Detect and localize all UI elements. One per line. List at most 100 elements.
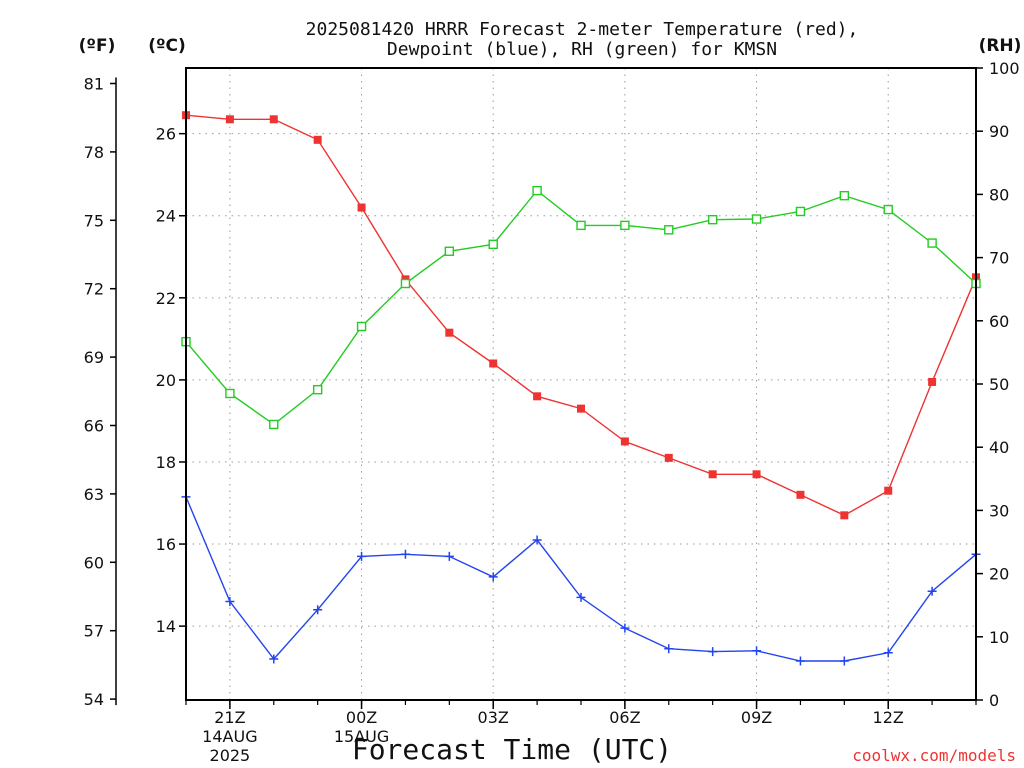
dewpoint-point [708,647,718,657]
rh-point [751,214,762,224]
temperature-point [928,377,937,386]
celsius-tick-label: 20 [156,371,176,390]
temperature-point [313,135,322,144]
fahrenheit-tick-label: 54 [84,690,104,709]
rh-tick-label: 10 [989,628,1009,647]
chart-title-line2: Dewpoint (blue), RH (green) for KMSN [387,39,777,60]
fahrenheit-tick-label: 66 [84,416,104,435]
dewpoint-point [532,535,542,545]
rh-point [400,278,411,289]
temperature-point [357,203,366,212]
temperature-point [796,490,805,499]
rh-point [225,388,235,399]
rh-tick-label: 90 [989,122,1009,141]
temperature-point [445,328,454,337]
fahrenheit-tick-label: 57 [84,622,104,641]
temperature-line [185,114,977,517]
dewpoint-point [488,572,498,582]
temperature-point [884,486,893,495]
rh-tick-label: 20 [989,565,1009,584]
rh-point [795,206,806,217]
dewpoint-point [269,654,279,664]
dewpoint-point [400,549,410,559]
x-tick-label: 00Z [346,708,377,727]
rh-tick-label: 30 [989,501,1009,520]
rh-tick-label: 40 [989,438,1009,457]
x-tick-label: 06Z [609,708,640,727]
fahrenheit-tick-label: 81 [84,75,104,94]
temperature-point [225,115,234,124]
temperature-point [533,392,542,401]
celsius-tick-label: 22 [156,289,176,308]
axes: 54 57 60 63 66 69 72 75 78 81 14 16 18 20 22 24 26 0 10 20 3… [84,59,1020,765]
rh-tick-label: 100 [989,59,1020,78]
rh-point [620,220,630,231]
x-axis-label: Forecast Time (UTC) [352,733,672,766]
watermark: coolwx.com/models [852,746,1016,765]
temperature-point [664,453,673,462]
rh-point [883,204,893,215]
dewpoint-point [795,656,805,666]
rh-point [707,214,718,225]
rh-unit-label: (RH) [979,36,1022,56]
rh-point [269,419,279,430]
celsius-tick-label: 14 [156,617,176,636]
x-tick-label: 03Z [478,708,509,727]
fahrenheit-tick-label: 72 [84,280,104,299]
fahrenheit-unit-label: (ºF) [79,36,116,56]
rh-point [356,321,367,332]
dewpoint-point [927,586,937,596]
dewpoint-point [225,597,235,607]
series-temperature [182,111,980,520]
series-dewpoint [181,492,981,666]
temperature-point [269,115,278,124]
x-tick-year-label: 2025 [210,746,251,765]
fahrenheit-tick-label: 75 [84,211,104,230]
x-tick-label: 12Z [873,708,904,727]
rh-point [927,238,937,248]
x-tick-date-label: 15AUG [334,727,389,746]
temperature-point [577,404,585,413]
series-rh [181,185,981,430]
rh-tick-label: 0 [989,691,999,710]
fahrenheit-tick-label: 78 [84,143,104,162]
fahrenheit-tick-label: 60 [84,553,104,572]
rh-tick-label: 80 [989,185,1009,204]
x-tick-date-label: 14AUG [202,727,257,746]
chart-title-line1: 2025081420 HRRR Forecast 2-meter Tempera… [306,19,859,40]
dewpoint-line [185,496,977,662]
rh-point [444,246,455,256]
fahrenheit-tick-label: 63 [84,485,104,504]
dewpoint-point [620,623,630,633]
dewpoint-point [752,646,762,656]
dewpoint-point [313,605,323,615]
dewpoint-point [357,551,367,561]
celsius-tick-label: 24 [156,207,176,226]
rh-tick-label: 60 [989,312,1009,331]
celsius-unit-label: (ºC) [148,36,186,56]
dewpoint-point [576,592,586,602]
x-tick-label: 09Z [741,708,772,727]
celsius-tick-label: 26 [156,125,176,144]
temperature-point [840,511,849,520]
dewpoint-point [664,644,674,654]
rh-point [532,185,542,196]
dewpoint-point [883,648,893,658]
temperature-point [620,437,629,446]
temperature-point [752,470,761,479]
rh-tick-label: 70 [989,249,1009,268]
rh-point [312,384,323,395]
rh-point [576,220,586,231]
dewpoint-point [444,551,454,561]
celsius-tick-label: 16 [156,535,176,554]
rh-point [664,225,674,235]
dewpoint-point [839,656,849,666]
celsius-tick-label: 18 [156,453,176,472]
series-lines [181,111,981,666]
plot-frame [185,67,977,701]
fahrenheit-tick-label: 69 [84,348,104,367]
x-tick-label: 21Z [214,708,245,727]
rh-tick-label: 50 [989,375,1009,394]
rh-point [488,239,498,250]
